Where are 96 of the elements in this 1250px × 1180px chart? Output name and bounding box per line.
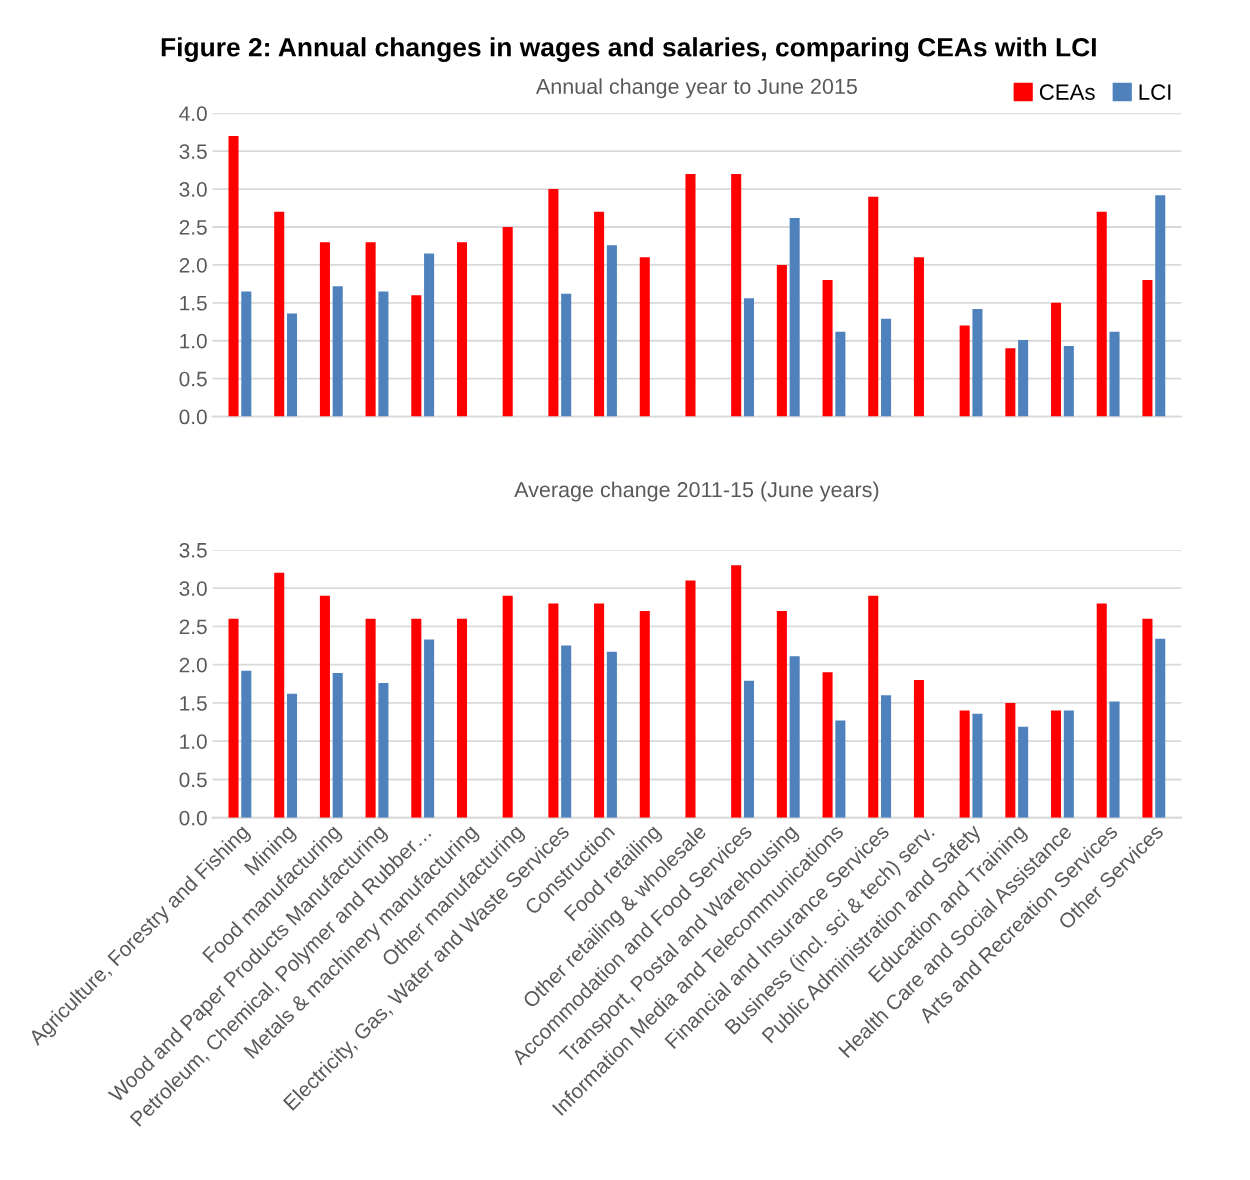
bar <box>868 196 879 417</box>
bar <box>274 572 285 818</box>
bar <box>1096 211 1107 417</box>
bar <box>1155 638 1166 818</box>
y-tick-label: 0.0 <box>179 810 207 826</box>
bar <box>332 673 343 818</box>
bar <box>972 308 983 417</box>
bar <box>1005 702 1016 818</box>
bar <box>1005 348 1016 417</box>
bar <box>1109 331 1120 417</box>
bar <box>606 245 617 417</box>
bar <box>639 611 650 818</box>
y-tick-label: 0.0 <box>179 409 207 425</box>
chart-subtitle: Average change 2011-15 (June years) <box>514 481 879 502</box>
bar <box>789 217 800 417</box>
bar <box>1051 710 1062 818</box>
bar <box>1109 701 1120 818</box>
bar <box>502 227 513 417</box>
bar <box>594 603 605 818</box>
bar <box>319 595 330 818</box>
bar <box>411 295 422 417</box>
bar <box>332 286 343 417</box>
bar <box>365 618 376 818</box>
bar <box>594 211 605 417</box>
chart-subtitle: Annual change year to June 2015 <box>535 78 857 99</box>
bar <box>228 136 239 417</box>
bar <box>789 656 800 818</box>
bar <box>286 693 298 818</box>
y-tick-label: 3.5 <box>179 542 207 558</box>
bar <box>424 253 435 417</box>
bar <box>959 710 970 818</box>
bar <box>881 695 892 818</box>
y-tick-label: 0.5 <box>179 371 207 387</box>
bar <box>1096 603 1107 818</box>
bar <box>319 242 330 417</box>
bar <box>835 720 846 818</box>
bar <box>868 595 879 818</box>
bar <box>1018 726 1029 818</box>
bar <box>1142 280 1153 417</box>
bar <box>456 242 468 417</box>
bar <box>822 672 833 818</box>
bar <box>639 257 650 417</box>
legend-label: CEAs <box>1039 84 1095 100</box>
legend-label: LCI <box>1139 84 1171 100</box>
bar <box>913 257 924 417</box>
bar <box>378 291 389 417</box>
bar <box>1142 618 1153 818</box>
bar <box>731 173 742 417</box>
bar <box>606 651 617 818</box>
bar <box>274 211 285 417</box>
y-tick-label: 0.5 <box>179 772 207 788</box>
y-tick-label: 1.0 <box>180 734 207 749</box>
bar <box>731 565 742 818</box>
bar <box>743 298 754 417</box>
bar <box>835 331 846 417</box>
bar <box>913 679 924 818</box>
bar <box>411 618 422 818</box>
bar <box>685 580 696 818</box>
y-tick-label: 3.0 <box>179 581 207 596</box>
bar <box>743 680 754 818</box>
bar <box>378 683 389 818</box>
y-tick-label: 1.5 <box>180 696 207 711</box>
bar <box>548 189 559 417</box>
y-tick-label: 1.5 <box>180 296 207 311</box>
bar <box>972 713 983 818</box>
bar <box>822 280 833 417</box>
bar <box>776 264 787 417</box>
bar <box>228 618 239 818</box>
bar <box>561 293 572 417</box>
bar <box>456 618 468 818</box>
bar <box>241 670 252 818</box>
y-tick-label: 2.0 <box>179 257 207 273</box>
y-tick-label: 1.0 <box>180 333 207 349</box>
bar <box>685 173 696 417</box>
bar <box>1018 339 1029 417</box>
bar <box>502 595 513 818</box>
chart-title: Figure 2: Annual changes in wages and salaries, comparing CEAs with LCI <box>161 37 1096 62</box>
bar <box>548 603 559 818</box>
bar <box>286 313 298 417</box>
bar <box>959 325 970 417</box>
bar <box>1051 302 1062 417</box>
bar <box>881 318 892 417</box>
y-tick-label: 2.0 <box>179 657 207 673</box>
y-tick-label: 3.5 <box>179 144 207 159</box>
bar <box>776 611 787 818</box>
bar <box>424 639 435 818</box>
bar <box>1063 346 1074 417</box>
y-tick-label: 3.0 <box>179 182 207 197</box>
y-tick-label: 2.5 <box>179 220 207 235</box>
y-tick-label: 2.5 <box>179 619 207 635</box>
bar <box>241 291 252 417</box>
bar <box>365 242 376 417</box>
y-tick-label: 4.0 <box>179 106 207 122</box>
bar <box>1155 195 1166 417</box>
bar <box>1063 710 1074 818</box>
bar <box>561 645 572 818</box>
